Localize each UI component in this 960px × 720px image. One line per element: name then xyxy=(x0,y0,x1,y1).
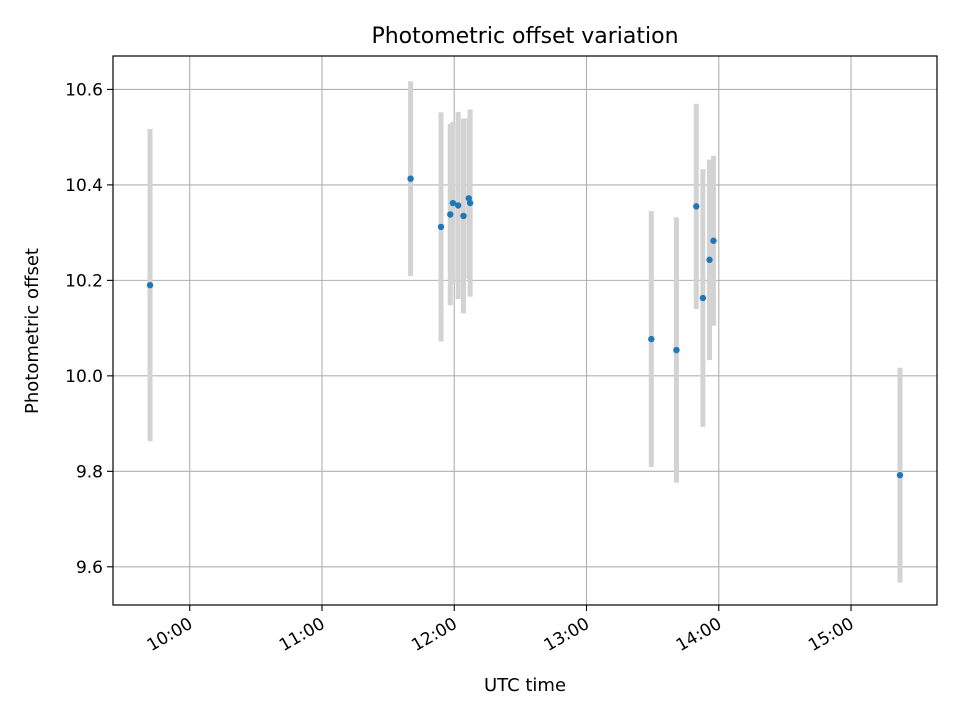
x-tick-label: 11:00 xyxy=(276,614,328,656)
data-points xyxy=(146,175,904,479)
data-point xyxy=(699,294,707,302)
y-tick-label: 9.8 xyxy=(76,462,103,482)
data-point xyxy=(466,199,474,207)
y-tick-label: 10.4 xyxy=(65,176,103,196)
data-point xyxy=(693,203,700,210)
plot-frame xyxy=(112,55,938,606)
data-point xyxy=(673,346,680,354)
x-tick-label: 10:00 xyxy=(144,614,196,656)
grid-lines xyxy=(113,56,937,605)
y-tick-label: 10.0 xyxy=(65,367,103,387)
data-point xyxy=(896,471,904,479)
data-point xyxy=(648,335,655,343)
data-point xyxy=(460,212,467,220)
x-axis-ticks: 10:00 11:00 12:00 13:00 14:00 15:00 xyxy=(144,605,858,656)
data-point xyxy=(437,223,445,231)
x-tick-label: 14:00 xyxy=(673,614,725,656)
data-point xyxy=(449,199,457,207)
y-axis-ticks: 9.6 9.8 10.0 10.2 10.4 10.6 xyxy=(65,80,113,578)
chart-title: Photometric offset variation xyxy=(371,24,678,49)
data-point xyxy=(710,237,717,244)
data-point xyxy=(455,202,462,209)
x-tick-label: 15:00 xyxy=(805,614,857,656)
x-axis-label: UTC time xyxy=(484,675,566,696)
y-tick-label: 10.6 xyxy=(65,80,103,100)
data-point xyxy=(407,175,414,182)
x-tick-label: 12:00 xyxy=(408,614,460,656)
y-tick-label: 9.6 xyxy=(76,558,103,578)
error-bars xyxy=(147,81,903,583)
x-tick-label: 13:00 xyxy=(541,614,593,656)
y-axis-label: Photometric offset xyxy=(22,248,43,414)
data-point xyxy=(447,211,454,218)
data-point xyxy=(146,281,154,289)
y-tick-label: 10.2 xyxy=(65,271,103,291)
data-point xyxy=(706,256,713,264)
